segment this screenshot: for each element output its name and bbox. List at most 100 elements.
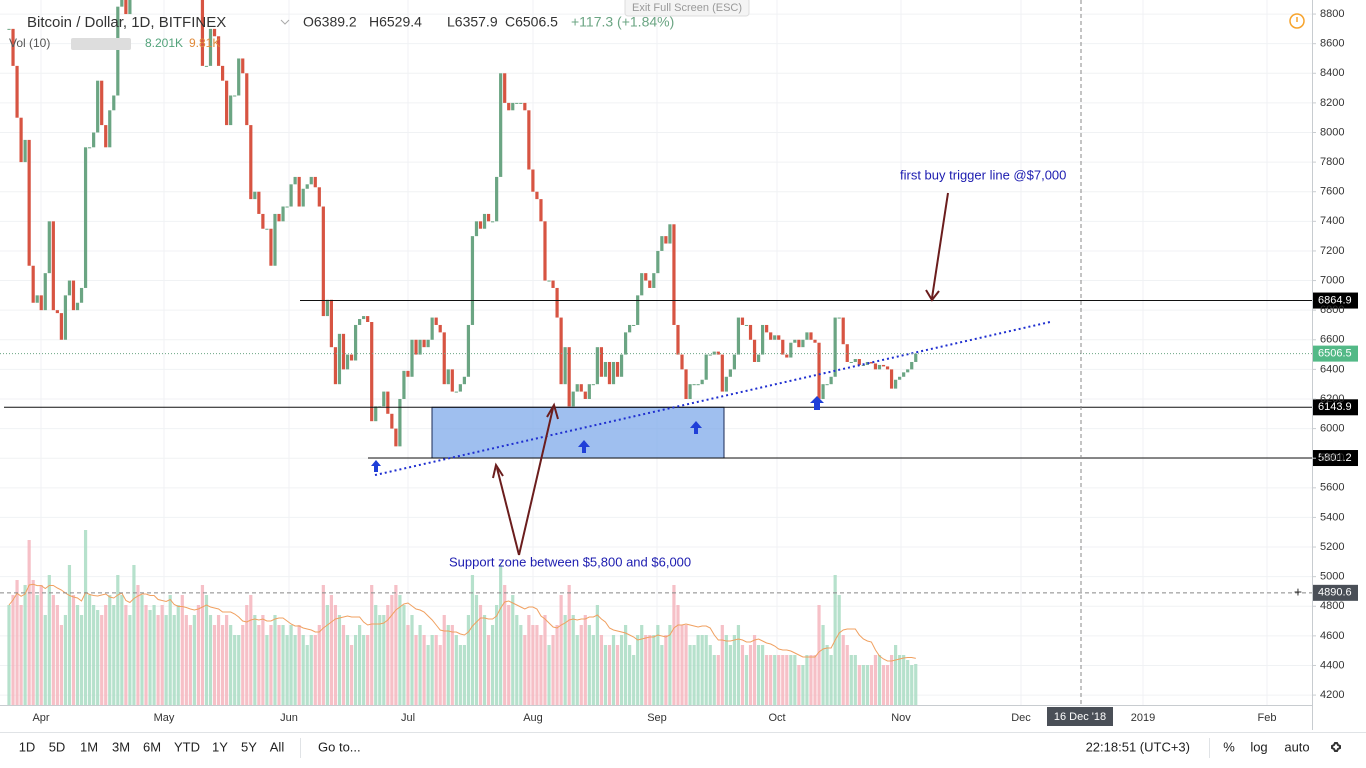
interval-button[interactable]: 1Y bbox=[212, 739, 228, 754]
volume-bar bbox=[148, 610, 152, 705]
scale-option[interactable]: auto bbox=[1284, 739, 1309, 754]
interval-button[interactable]: 6M bbox=[143, 739, 161, 754]
candle bbox=[648, 280, 652, 288]
candle bbox=[293, 176, 297, 185]
volume-bar bbox=[341, 625, 346, 705]
candle bbox=[39, 295, 43, 311]
volume-bar bbox=[156, 615, 160, 705]
legend-buttons[interactable] bbox=[71, 38, 131, 50]
exit-fullscreen[interactable] bbox=[624, 0, 750, 17]
volume-bar bbox=[108, 595, 112, 705]
volume-bar bbox=[414, 635, 418, 705]
candle bbox=[773, 335, 777, 340]
volume-bar bbox=[446, 625, 450, 705]
interval-button[interactable]: All bbox=[270, 739, 285, 754]
volume-bar bbox=[744, 655, 749, 705]
candle bbox=[821, 384, 825, 399]
candle bbox=[305, 184, 309, 189]
candle bbox=[491, 221, 495, 223]
candle bbox=[325, 299, 329, 317]
candle bbox=[281, 206, 285, 222]
volume-bar bbox=[104, 605, 108, 705]
interval-button[interactable]: 5D bbox=[49, 739, 66, 754]
volume-bar bbox=[390, 595, 394, 705]
candle bbox=[740, 317, 745, 325]
symbol-menu[interactable] bbox=[280, 19, 290, 25]
volume-bar bbox=[668, 625, 672, 705]
candle bbox=[628, 324, 632, 333]
volume-bar bbox=[692, 645, 696, 705]
y-tick-label: 5800 bbox=[1320, 452, 1344, 464]
volume-bar bbox=[607, 645, 612, 705]
volume-bar bbox=[563, 615, 567, 705]
volume-bar bbox=[285, 635, 289, 705]
scale-option[interactable]: log bbox=[1250, 739, 1267, 754]
candle bbox=[636, 295, 640, 325]
volume-bar bbox=[398, 595, 402, 705]
volume-bar bbox=[857, 665, 861, 705]
y-tick-label: 5200 bbox=[1320, 541, 1344, 553]
volume-bar bbox=[728, 645, 732, 705]
interval-button[interactable]: YTD bbox=[174, 739, 200, 754]
exit-fullscreen-label[interactable]: Exit Full Screen (ESC) bbox=[632, 2, 742, 14]
interval-button[interactable]: 5Y bbox=[241, 739, 257, 754]
settings-icon[interactable] bbox=[1331, 742, 1341, 752]
volume-bar bbox=[378, 615, 382, 705]
candle bbox=[265, 228, 269, 230]
last-price-label: 6506.5 bbox=[1318, 348, 1352, 360]
volume-bar bbox=[55, 605, 59, 705]
level-label-box bbox=[1313, 450, 1358, 467]
candle bbox=[108, 110, 112, 148]
candle bbox=[704, 354, 708, 380]
clock: 22:18:51 (UTC+3) bbox=[1086, 739, 1190, 754]
candle bbox=[321, 206, 325, 317]
x-tick-label: Apr bbox=[32, 712, 49, 724]
candle bbox=[317, 187, 321, 207]
candle bbox=[523, 102, 527, 111]
volume-bar bbox=[535, 625, 539, 705]
interval-button[interactable]: 1M bbox=[80, 739, 98, 754]
volume-bar bbox=[869, 665, 874, 705]
volume-bar bbox=[684, 625, 688, 705]
volume-bar bbox=[225, 615, 229, 705]
candle bbox=[793, 339, 797, 343]
volume-bar bbox=[579, 625, 583, 705]
candle bbox=[761, 324, 765, 355]
volume-bar bbox=[619, 635, 624, 705]
alert-icon[interactable] bbox=[1289, 13, 1305, 29]
candle bbox=[575, 384, 579, 392]
symbol-title[interactable]: Bitcoin / Dollar, 1D, BITFINEX bbox=[27, 14, 226, 31]
candle bbox=[15, 65, 19, 118]
volume-legend[interactable]: Vol (10) bbox=[9, 36, 50, 50]
volume-bar bbox=[499, 565, 503, 705]
interval-button[interactable]: 3M bbox=[112, 739, 130, 754]
candle bbox=[579, 384, 583, 392]
candle bbox=[88, 147, 92, 149]
volume-bar bbox=[152, 605, 156, 705]
volume-bar bbox=[442, 615, 446, 705]
volume-bar bbox=[386, 605, 390, 705]
volume-bar bbox=[265, 635, 269, 705]
candle bbox=[474, 221, 479, 237]
volume-ma-last: 9.81K bbox=[189, 36, 220, 50]
volume-bar bbox=[656, 625, 660, 705]
crosshair-date-label: 16 Dec '18 bbox=[1054, 711, 1106, 723]
goto-button[interactable]: Go to... bbox=[318, 739, 361, 754]
volume-bar bbox=[672, 585, 676, 705]
candle bbox=[599, 347, 604, 377]
candle bbox=[55, 310, 59, 314]
candle bbox=[358, 319, 362, 325]
volume-bar bbox=[474, 595, 479, 705]
volume-bar bbox=[567, 585, 571, 705]
volume-bar bbox=[636, 635, 640, 705]
candle bbox=[71, 280, 76, 311]
candle bbox=[656, 250, 660, 274]
candle bbox=[611, 361, 616, 385]
candle bbox=[92, 132, 96, 148]
candle bbox=[79, 287, 84, 303]
volume-bar bbox=[821, 625, 825, 705]
scale-option[interactable]: % bbox=[1223, 739, 1235, 754]
volume-bar bbox=[88, 595, 92, 705]
interval-button[interactable]: 1D bbox=[19, 739, 36, 754]
candle bbox=[801, 339, 805, 348]
